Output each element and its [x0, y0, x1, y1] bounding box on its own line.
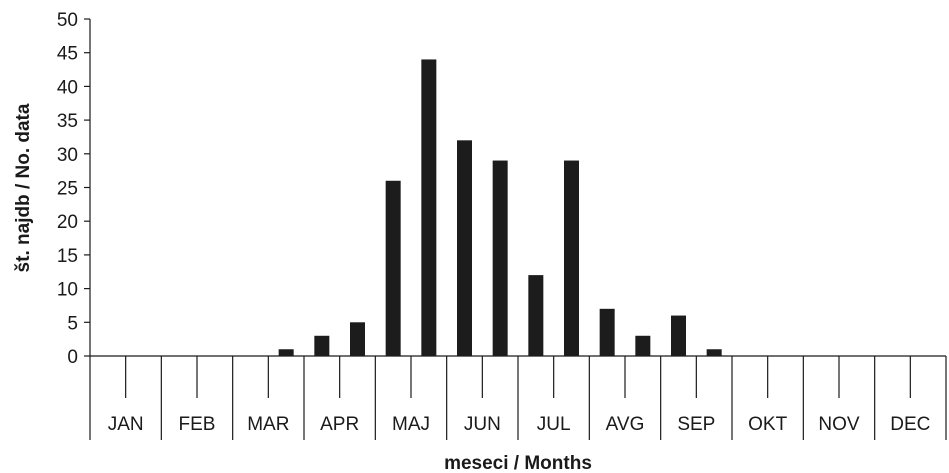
x-tick-label: MAR [247, 414, 289, 435]
bar [385, 180, 401, 356]
x-axis-categories: JAN FEB MAR APR MAJ JUN JUL AVG SEP OKT NOV DEC [89, 356, 947, 440]
bar [671, 315, 686, 356]
bar [706, 349, 722, 356]
y-tick-label: 25 [57, 179, 78, 200]
bar [564, 160, 579, 356]
y-axis-title: št. najdb / No. data [13, 103, 34, 272]
x-tick-label: AVG [606, 414, 645, 435]
x-tick-label: MAJ [392, 414, 430, 435]
x-tick-label: JUL [537, 414, 571, 435]
x-tick-label: APR [320, 414, 359, 435]
x-tick-label: NOV [818, 414, 860, 435]
y-tick-label: 35 [57, 111, 78, 132]
y-tick-label: 15 [57, 246, 78, 267]
bar [635, 335, 651, 356]
x-tick-label: SEP [677, 414, 715, 435]
x-tick-label: DEC [890, 414, 930, 435]
x-tick-label: JAN [108, 414, 144, 435]
y-tick-label: 45 [57, 44, 78, 65]
bar [278, 349, 294, 356]
y-axis-ticks: 0 5 10 15 20 25 30 35 40 45 50 [57, 10, 90, 368]
y-tick-label: 20 [57, 212, 78, 233]
bar [528, 275, 544, 356]
y-tick-label: 30 [57, 145, 78, 166]
y-tick-label: 5 [67, 313, 78, 334]
y-tick-label: 0 [67, 347, 78, 368]
x-tick-label: JUN [464, 414, 501, 435]
bar [314, 335, 330, 356]
bar-group [278, 59, 722, 356]
x-tick-label: OKT [748, 414, 787, 435]
y-tick-label: 40 [57, 77, 78, 98]
bar [457, 140, 472, 356]
y-tick-label: 10 [57, 280, 78, 301]
x-axis-title: meseci / Months [444, 453, 592, 473]
bar [492, 160, 508, 356]
y-tick-label: 50 [57, 10, 78, 31]
x-tick-label: FEB [179, 414, 216, 435]
bar [599, 308, 615, 356]
bar [350, 322, 365, 356]
bar [421, 59, 437, 356]
